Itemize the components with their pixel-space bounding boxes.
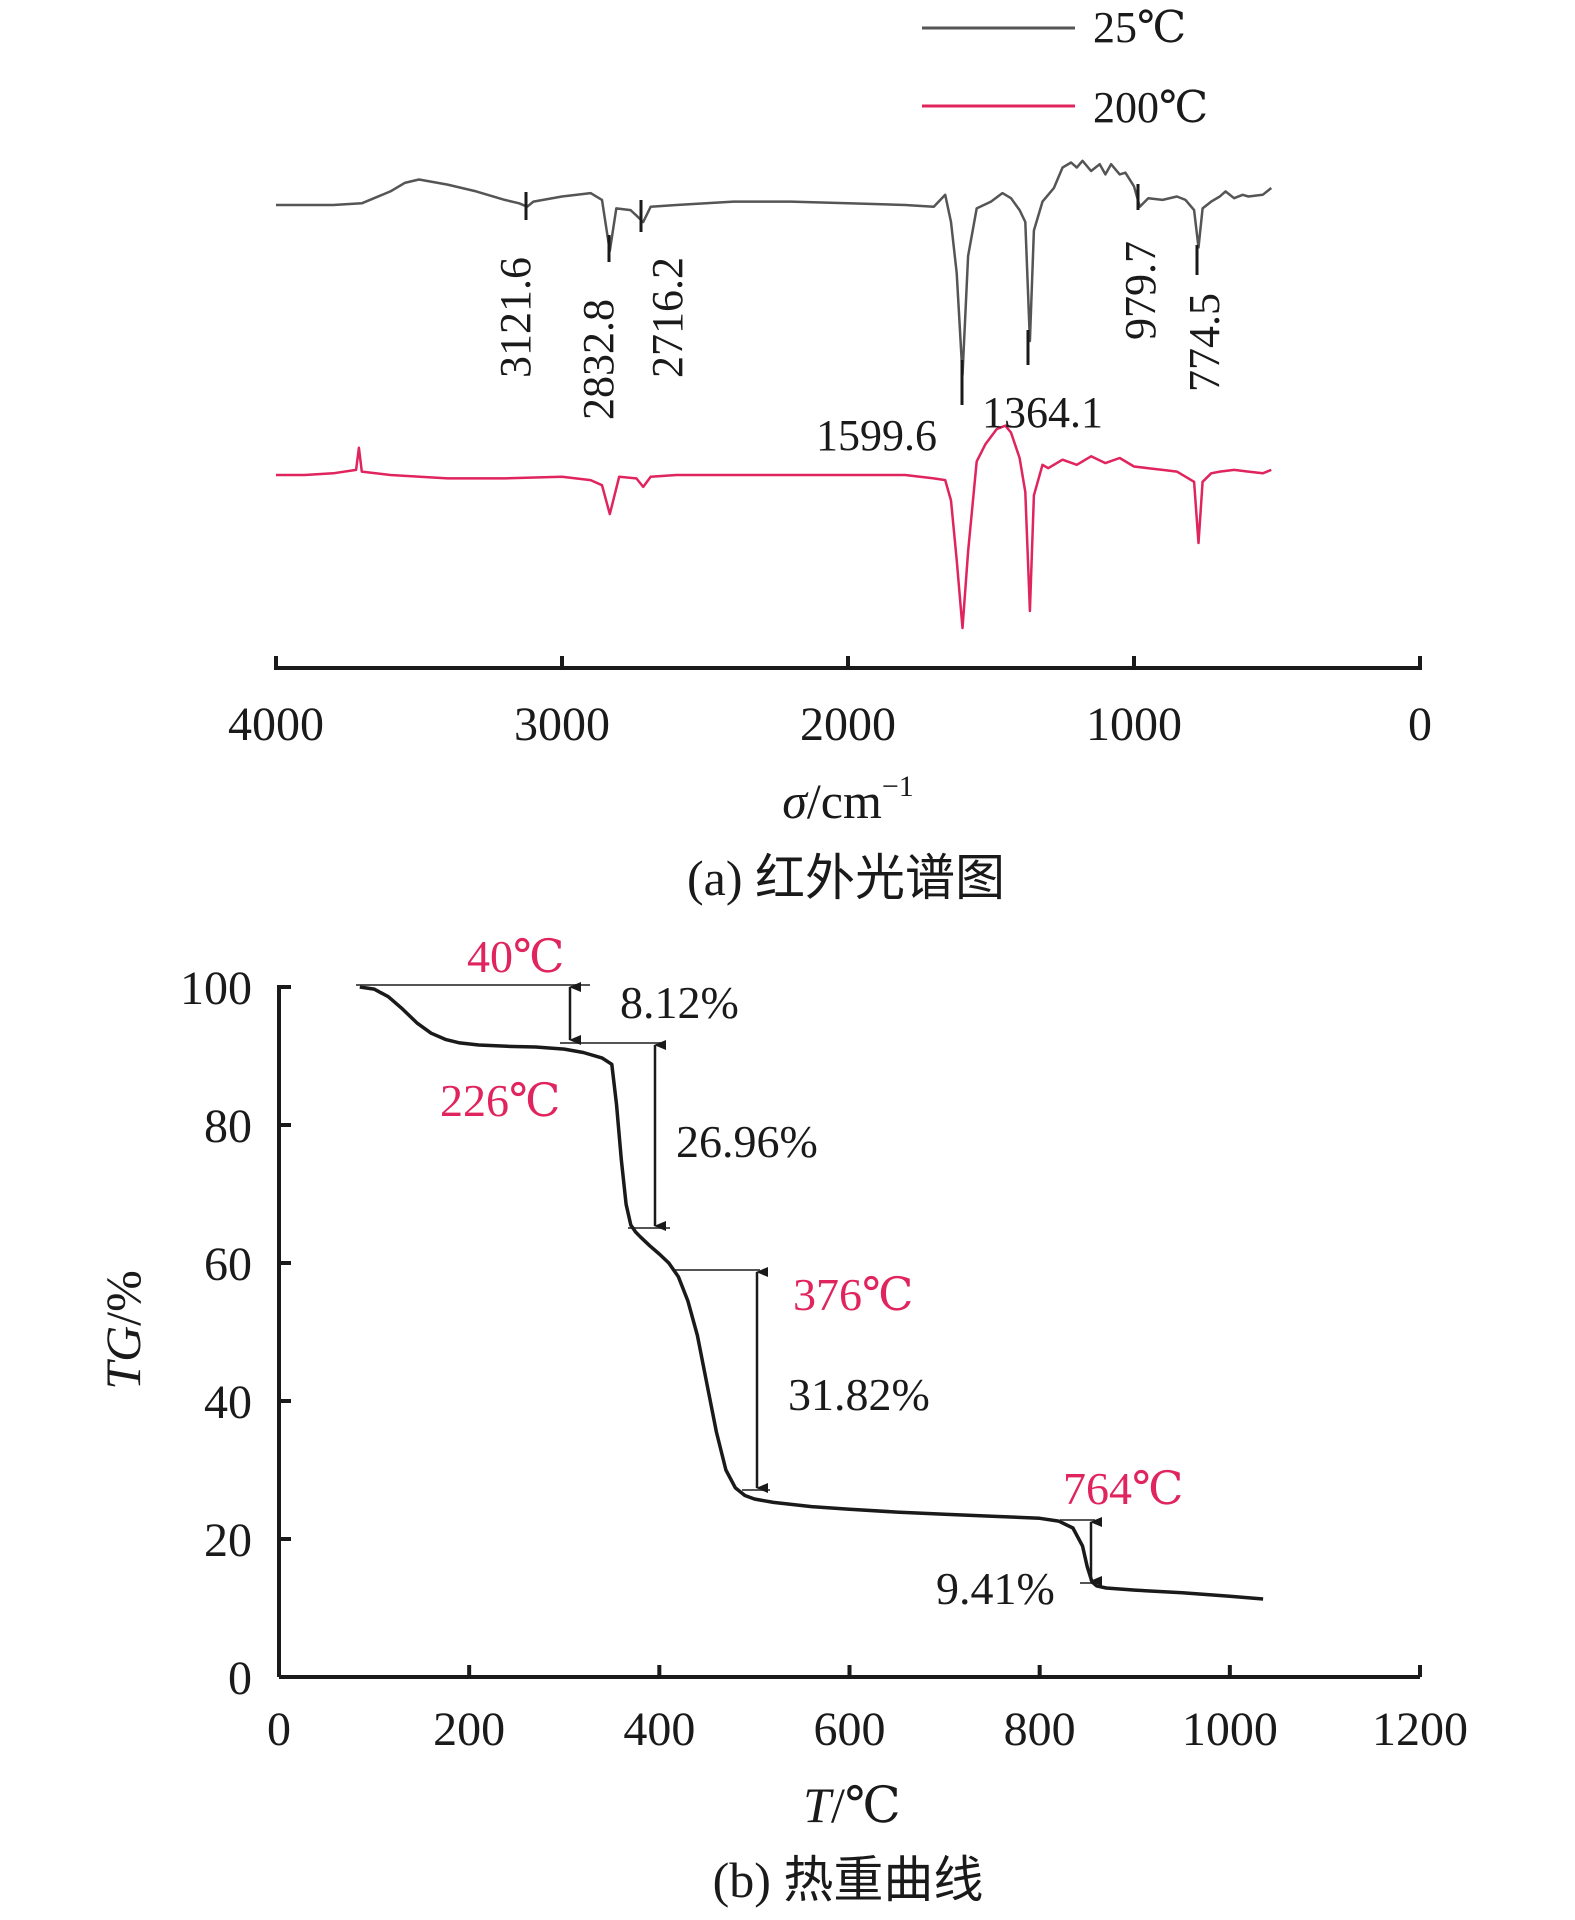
x-tick-label-0: 0 — [1408, 698, 1432, 751]
peak-labels: 3121.6 2832.8 2716.2 1599.6 1364.1 979.7… — [491, 184, 1229, 460]
x-tick-label-b-0: 0 — [267, 1703, 291, 1756]
panel-a-caption: (a) 红外光谱图 — [687, 850, 1005, 906]
mass-loss-label-2: 26.96% — [676, 1116, 818, 1167]
x-axis-b: 0 200 400 600 800 1000 1200 — [267, 1665, 1468, 1756]
ir-spectrum-panel: 25℃ 200℃ 3121.6 2832.8 2716.2 1599.6 136… — [228, 3, 1432, 906]
y-axis: 0 20 40 60 80 100 — [180, 962, 291, 1705]
x-tick-label-b-200: 200 — [433, 1703, 505, 1756]
series-line-25c — [276, 159, 1273, 377]
legend-label-200c: 200℃ — [1093, 83, 1208, 132]
peak-label-1364: 1364.1 — [982, 388, 1103, 437]
peak-label-980: 979.7 — [1116, 241, 1165, 340]
temp-label-764c: 764℃ — [1063, 1463, 1183, 1514]
y-tick-label-0: 0 — [228, 1652, 252, 1705]
peak-label-3121: 3121.6 — [491, 257, 540, 378]
y-tick-label-80: 80 — [204, 1100, 252, 1153]
annotation-labels: 40℃ 226℃ 376℃ 764℃ 8.12% 26.96% 31.82% 9… — [440, 931, 1183, 1614]
peak-label-1600: 1599.6 — [816, 411, 937, 460]
x-tick-label-b-1000: 1000 — [1182, 1703, 1278, 1756]
mass-loss-label-1: 8.12% — [620, 977, 739, 1028]
peak-label-2716: 2716.2 — [643, 257, 692, 378]
temp-label-376c: 376℃ — [793, 1269, 913, 1320]
series-line-200c — [276, 424, 1272, 630]
y-axis-title: TG/% — [95, 1270, 151, 1389]
mass-loss-arrows — [568, 982, 1102, 1586]
series-line-tg — [359, 985, 1264, 1601]
temp-label-40c: 40℃ — [467, 931, 564, 982]
panel-b-caption: (b) 热重曲线 — [713, 1852, 984, 1908]
y-tick-label-60: 60 — [204, 1238, 252, 1291]
legend: 25℃ 200℃ — [922, 3, 1208, 132]
legend-label-25c: 25℃ — [1093, 3, 1186, 52]
peak-label-775: 774.5 — [1180, 293, 1229, 392]
x-tick-label-b-800: 800 — [1004, 1703, 1076, 1756]
y-tick-label-100: 100 — [180, 962, 252, 1015]
x-tick-label-1000: 1000 — [1086, 698, 1182, 751]
peak-label-2833: 2832.8 — [574, 299, 623, 420]
x-tick-label-b-1200: 1200 — [1372, 1703, 1468, 1756]
y-tick-label-40: 40 — [204, 1376, 252, 1429]
mass-loss-label-4: 9.41% — [936, 1563, 1055, 1614]
y-tick-label-20: 20 — [204, 1514, 252, 1567]
x-axis: 4000 3000 2000 1000 0 — [228, 656, 1432, 751]
x-tick-label-3000: 3000 — [514, 698, 610, 751]
x-tick-label-b-400: 400 — [623, 1703, 695, 1756]
mass-loss-label-3: 31.82% — [788, 1369, 930, 1420]
x-tick-label-b-600: 600 — [814, 1703, 886, 1756]
temp-label-226c: 226℃ — [440, 1075, 560, 1126]
x-axis-title: σ/cm−1 — [782, 770, 914, 829]
x-tick-label-4000: 4000 — [228, 698, 324, 751]
x-tick-label-2000: 2000 — [800, 698, 896, 751]
x-axis-title-b: T/℃ — [803, 1777, 901, 1833]
